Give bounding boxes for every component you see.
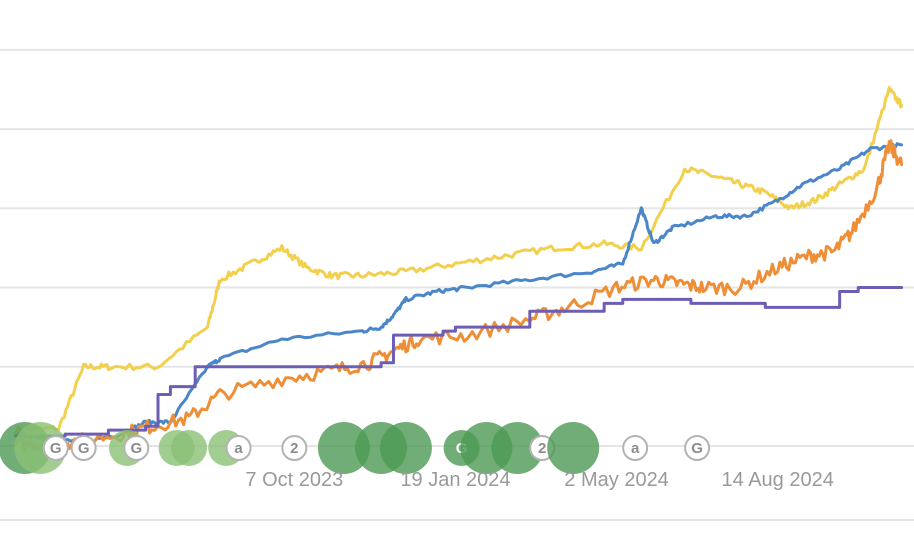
event-marker-3[interactable]: G — [70, 435, 97, 461]
series-line-orange — [14, 139, 904, 453]
series-layer — [13, 85, 904, 453]
marker-badge-circle — [622, 435, 649, 461]
event-marker-1[interactable] — [14, 422, 67, 474]
marker-bubble — [491, 422, 544, 474]
marker-glyph: G — [50, 440, 62, 457]
marker-bubble — [379, 422, 432, 474]
marker-bubble — [317, 422, 370, 474]
marker-glyph: G — [691, 440, 703, 457]
marker-badge-circle — [70, 435, 97, 461]
marker-glyph: G — [78, 440, 90, 457]
marker-bubble — [547, 422, 600, 474]
marker-badge-circle — [684, 435, 711, 461]
x-axis-ticks: 7 Oct 2023 19 Jan 2024 2 May 2024 14 Aug 20… — [245, 469, 833, 491]
x-tick-label-1: 19 Jan 2024 — [400, 469, 510, 491]
marker-bubble — [170, 430, 207, 466]
event-marker-7[interactable] — [170, 430, 207, 466]
event-marker-9[interactable]: a — [225, 435, 252, 461]
marker-bubble — [14, 422, 67, 474]
event-marker-5[interactable]: G — [123, 435, 150, 461]
marker-glyph: 2 — [538, 440, 546, 457]
series-line-yellow — [14, 85, 904, 435]
event-marker-13[interactable] — [379, 422, 432, 474]
marker-glyph: a — [234, 440, 243, 457]
event-markers: GGGa2G2aG — [0, 422, 711, 474]
x-tick-label-0: 7 Oct 2023 — [245, 469, 343, 491]
marker-glyph: 2 — [290, 440, 298, 457]
marker-badge-circle — [281, 435, 308, 461]
marker-glyph: a — [631, 440, 640, 457]
event-marker-2[interactable]: G — [42, 435, 69, 461]
event-marker-16[interactable] — [491, 422, 544, 474]
event-marker-11[interactable] — [317, 422, 370, 474]
x-tick-label-2: 2 May 2024 — [564, 469, 669, 491]
x-tick-label-3: 14 Aug 2024 — [722, 469, 834, 491]
series-line-blue — [14, 142, 904, 444]
marker-glyph: G — [130, 440, 142, 457]
marker-badge-circle — [123, 435, 150, 461]
event-marker-18[interactable] — [547, 422, 600, 474]
event-marker-20[interactable]: G — [684, 435, 711, 461]
marker-badge-circle — [42, 435, 69, 461]
event-marker-19[interactable]: a — [622, 435, 649, 461]
marker-badge-circle — [225, 435, 252, 461]
series-line-purple — [13, 286, 904, 438]
event-marker-10[interactable]: 2 — [281, 435, 308, 461]
